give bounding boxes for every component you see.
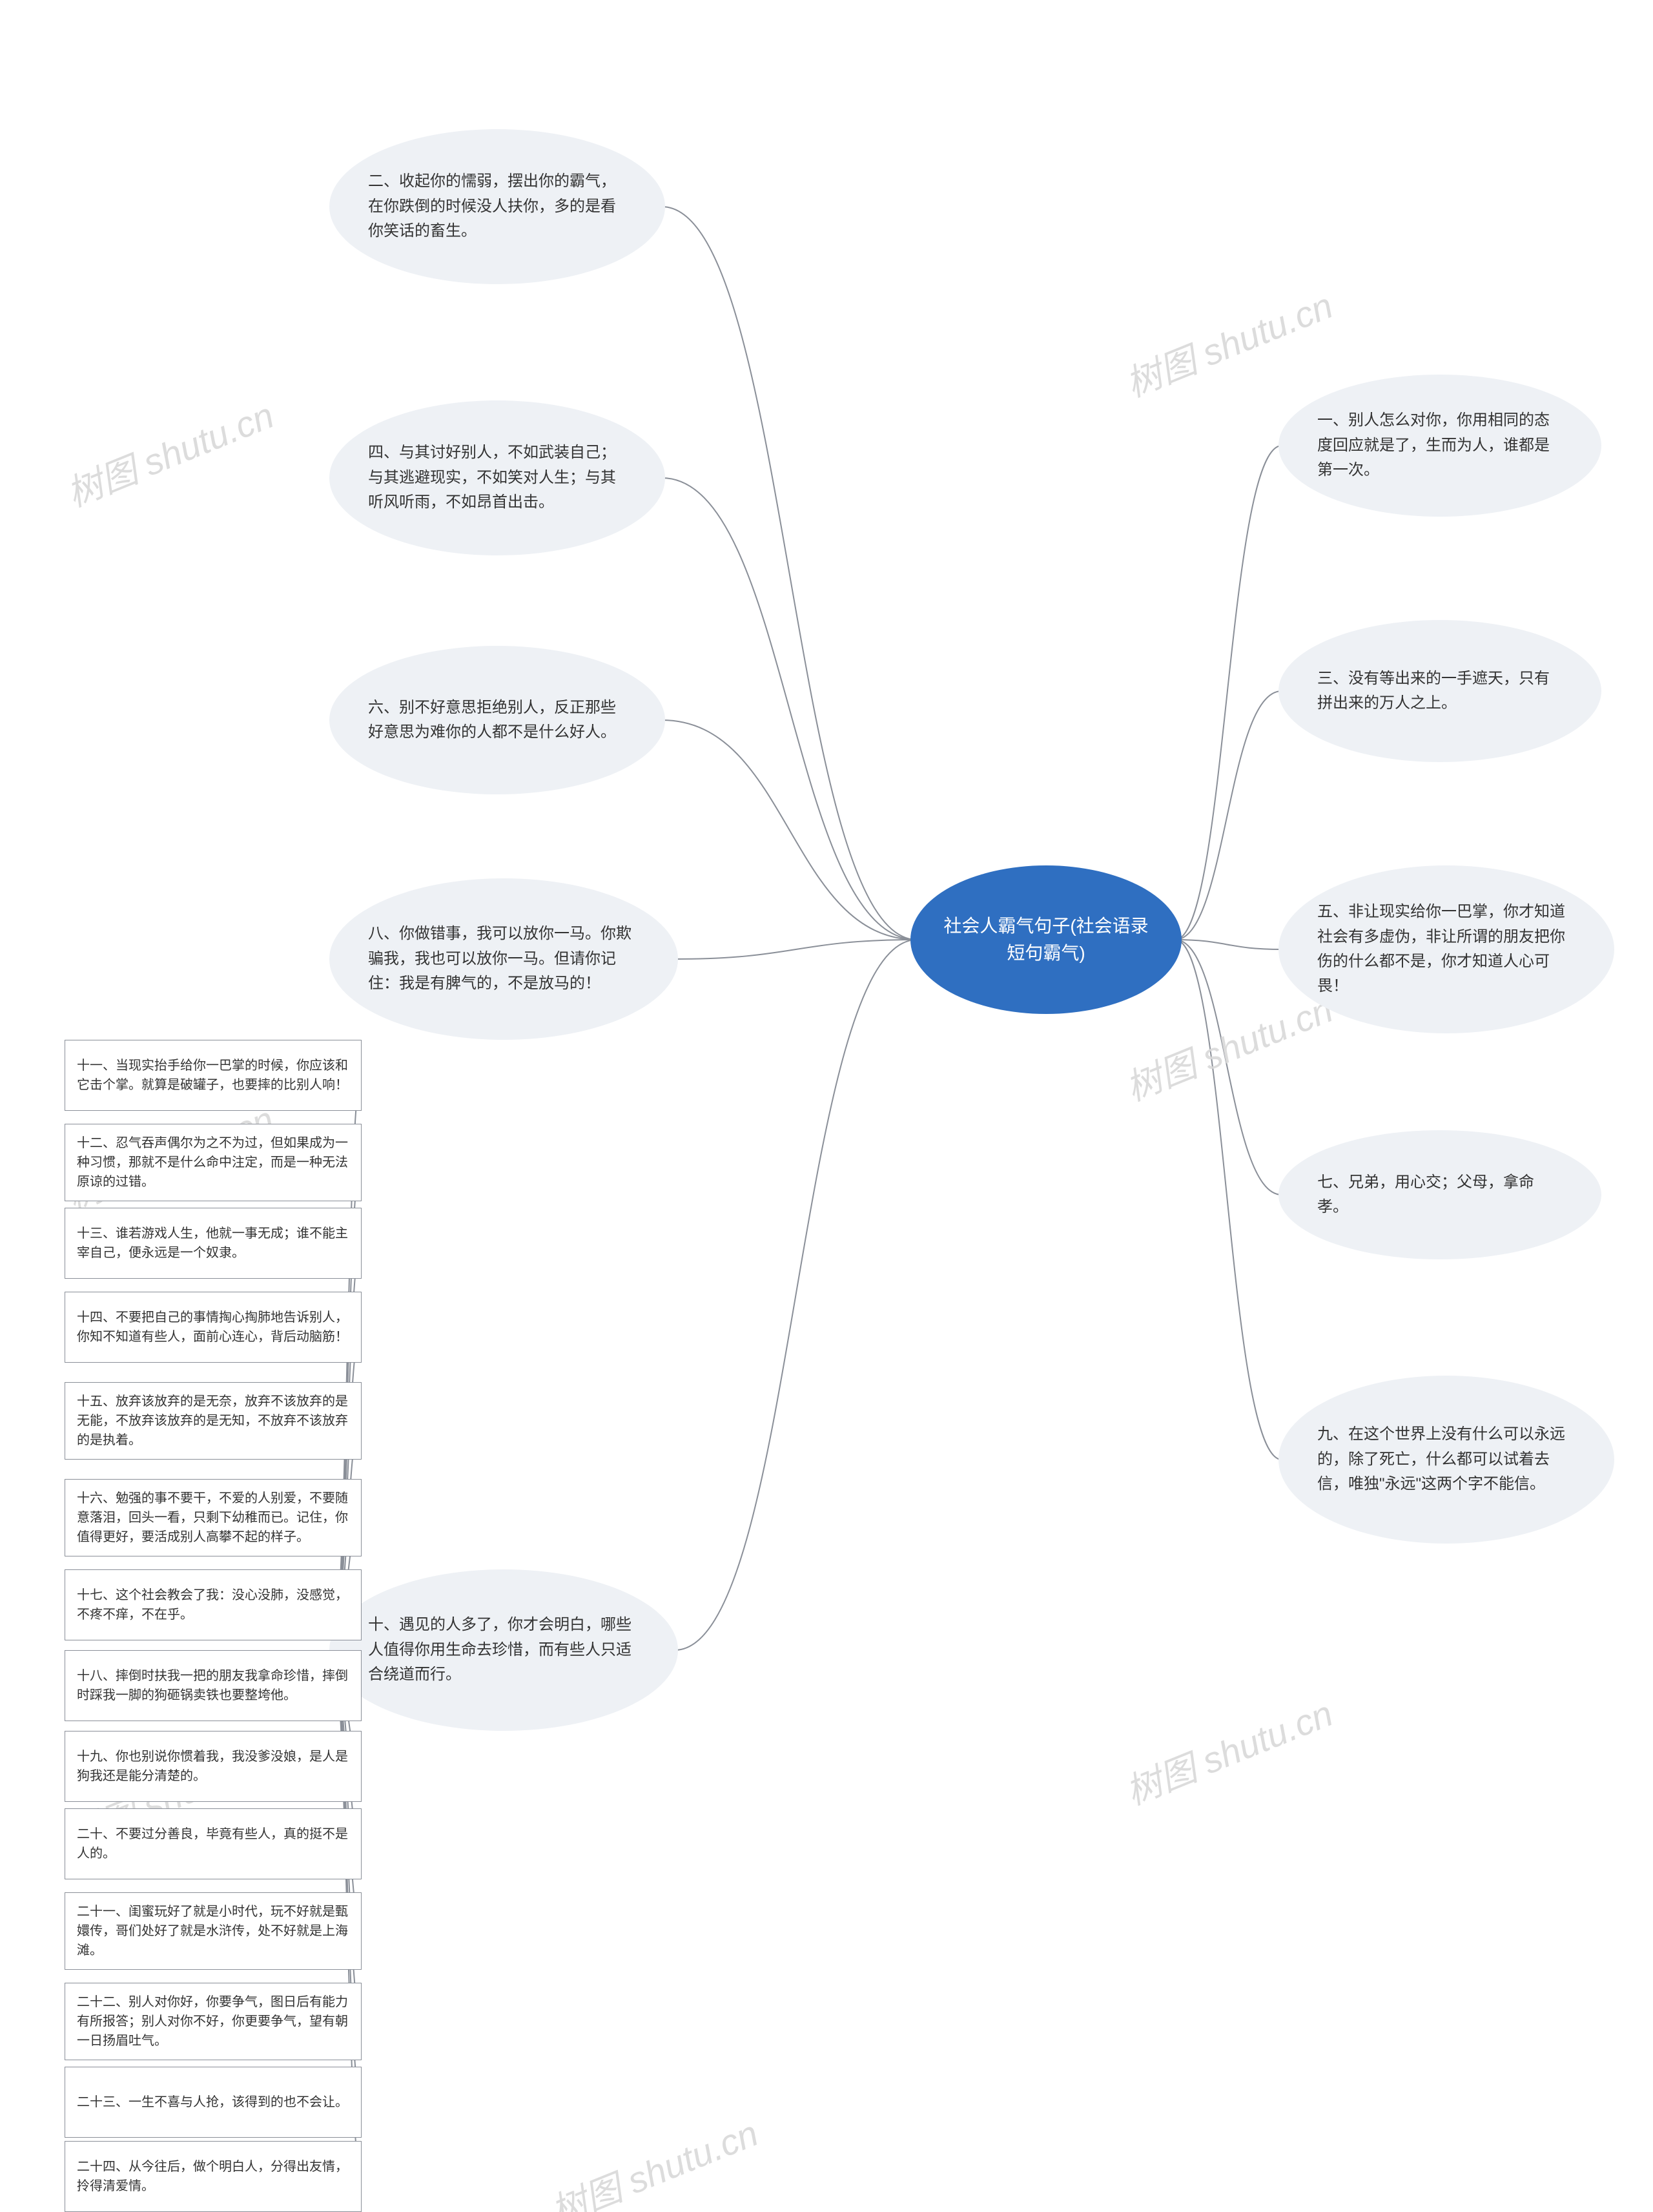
leaf-b12[interactable]: 十二、忍气吞声偶尔为之不为过，但如果成为一种习惯，那就不是什么命中注定，而是一种… <box>65 1124 362 1201</box>
branch-text: 六、别不好意思拒绝别人，反正那些好意思为难你的人都不是什么好人。 <box>368 696 626 745</box>
leaf-text: 十一、当现实抬手给你一巴掌的时候，你应该和它击个掌。就算是破罐子，也要摔的比别人… <box>77 1056 349 1095</box>
branch-text: 八、你做错事，我可以放你一马。你欺骗我，我也可以放你一马。但请你记住：我是有脾气… <box>368 922 639 996</box>
leaf-b13[interactable]: 十三、谁若游戏人生，他就一事无成；谁不能主宰自己，便永远是一个奴隶。 <box>65 1208 362 1279</box>
leaf-text: 十三、谁若游戏人生，他就一事无成；谁不能主宰自己，便永远是一个奴隶。 <box>77 1224 349 1263</box>
branch-text: 二、收起你的懦弱，摆出你的霸气，在你跌倒的时候没人扶你，多的是看你笑话的畜生。 <box>368 169 626 243</box>
branch-r7[interactable]: 七、兄弟，用心交；父母，拿命孝。 <box>1278 1130 1601 1259</box>
watermark: 树图 shutu.cn <box>1117 1685 1340 1815</box>
leaf-b15[interactable]: 十五、放弃该放弃的是无奈，放弃不该放弃的是无能，不放弃该放弃的是无知，不放弃不该… <box>65 1382 362 1460</box>
watermark: 树图 shutu.cn <box>1117 981 1340 1111</box>
branch-text: 五、非让现实给你一巴掌，你才知道社会有多虚伪，非让所谓的朋友把你伤的什么都不是，… <box>1317 900 1576 999</box>
leaf-text: 十二、忍气吞声偶尔为之不为过，但如果成为一种习惯，那就不是什么命中注定，而是一种… <box>77 1133 349 1192</box>
branch-text: 四、与其讨好别人，不如武装自己；与其逃避现实，不如笑对人生；与其听风听雨，不如昂… <box>368 440 626 515</box>
leaf-text: 十九、你也别说你惯着我，我没爹没娘，是人是狗我还是能分清楚的。 <box>77 1747 349 1786</box>
branch-text: 九、在这个世界上没有什么可以永远的，除了死亡，什么都可以试着去信，唯独"永远"这… <box>1317 1422 1576 1496</box>
leaf-b11[interactable]: 十一、当现实抬手给你一巴掌的时候，你应该和它击个掌。就算是破罐子，也要摔的比别人… <box>65 1040 362 1111</box>
leaf-text: 二十三、一生不喜与人抢，该得到的也不会让。 <box>77 2093 348 2112</box>
watermark: 树图 shutu.cn <box>1117 277 1340 408</box>
leaf-b20[interactable]: 二十、不要过分善良，毕竟有些人，真的挺不是人的。 <box>65 1808 362 1879</box>
leaf-text: 二十、不要过分善良，毕竟有些人，真的挺不是人的。 <box>77 1824 349 1863</box>
leaf-text: 十六、勉强的事不要干，不爱的人别爱，不要随意落泪，回头一看，只剩下幼稚而已。记住… <box>77 1489 349 1547</box>
branch-r9[interactable]: 九、在这个世界上没有什么可以永远的，除了死亡，什么都可以试着去信，唯独"永远"这… <box>1278 1376 1614 1544</box>
leaf-text: 二十一、闺蜜玩好了就是小时代，玩不好就是甄嬛传，哥们处好了就是水浒传，处不好就是… <box>77 1902 349 1960</box>
mindmap-canvas: 树图 shutu.cn 树图 shutu.cn 树图 shutu.cn 树图 shut… <box>0 0 1653 2212</box>
leaf-text: 十八、摔倒时扶我一把的朋友我拿命珍惜，摔倒时踩我一脚的狗砸锅卖铁也要整垮他。 <box>77 1666 349 1705</box>
leaf-text: 十四、不要把自己的事情掏心掏肺地告诉别人，你知不知道有些人，面前心连心，背后动脑… <box>77 1308 349 1347</box>
leaf-text: 二十四、从今往后，做个明白人，分得出友情，拎得清爱情。 <box>77 2157 349 2196</box>
branch-r3[interactable]: 三、没有等出来的一手遮天，只有拼出来的万人之上。 <box>1278 620 1601 762</box>
branch-text: 七、兄弟，用心交；父母，拿命孝。 <box>1317 1170 1563 1220</box>
leaf-b21[interactable]: 二十一、闺蜜玩好了就是小时代，玩不好就是甄嬛传，哥们处好了就是水浒传，处不好就是… <box>65 1892 362 1970</box>
leaf-b14[interactable]: 十四、不要把自己的事情掏心掏肺地告诉别人，你知不知道有些人，面前心连心，背后动脑… <box>65 1292 362 1363</box>
leaf-text: 二十二、别人对你好，你要争气，图日后有能力有所报答；别人对你不好，你更要争气，望… <box>77 1992 349 2051</box>
branch-text: 三、没有等出来的一手遮天，只有拼出来的万人之上。 <box>1317 667 1563 716</box>
leaf-b24[interactable]: 二十四、从今往后，做个明白人，分得出友情，拎得清爱情。 <box>65 2141 362 2212</box>
center-topic-text: 社会人霸气句子(社会语录短句霸气) <box>936 913 1156 967</box>
branch-l6[interactable]: 六、别不好意思拒绝别人，反正那些好意思为难你的人都不是什么好人。 <box>329 646 665 794</box>
leaf-text: 十七、这个社会教会了我：没心没肺，没感觉，不疼不痒，不在乎。 <box>77 1586 349 1624</box>
leaf-b17[interactable]: 十七、这个社会教会了我：没心没肺，没感觉，不疼不痒，不在乎。 <box>65 1569 362 1640</box>
center-topic[interactable]: 社会人霸气句子(社会语录短句霸气) <box>910 865 1182 1014</box>
leaf-b22[interactable]: 二十二、别人对你好，你要争气，图日后有能力有所报答；别人对你不好，你更要争气，望… <box>65 1983 362 2060</box>
leaf-b19[interactable]: 十九、你也别说你惯着我，我没爹没娘，是人是狗我还是能分清楚的。 <box>65 1731 362 1802</box>
leaf-b18[interactable]: 十八、摔倒时扶我一把的朋友我拿命珍惜，摔倒时踩我一脚的狗砸锅卖铁也要整垮他。 <box>65 1650 362 1721</box>
branch-r5[interactable]: 五、非让现实给你一巴掌，你才知道社会有多虚伪，非让所谓的朋友把你伤的什么都不是，… <box>1278 865 1614 1033</box>
branch-text: 一、别人怎么对你，你用相同的态度回应就是了，生而为人，谁都是第一次。 <box>1317 408 1563 482</box>
branch-l4[interactable]: 四、与其讨好别人，不如武装自己；与其逃避现实，不如笑对人生；与其听风听雨，不如昂… <box>329 400 665 555</box>
branch-l8[interactable]: 八、你做错事，我可以放你一马。你欺骗我，我也可以放你一马。但请你记住：我是有脾气… <box>329 878 678 1040</box>
leaf-text: 十五、放弃该放弃的是无奈，放弃不该放弃的是无能，不放弃该放弃的是无知，不放弃不该… <box>77 1392 349 1450</box>
leaf-b16[interactable]: 十六、勉强的事不要干，不爱的人别爱，不要随意落泪，回头一看，只剩下幼稚而已。记住… <box>65 1479 362 1556</box>
leaf-b23[interactable]: 二十三、一生不喜与人抢，该得到的也不会让。 <box>65 2067 362 2138</box>
branch-r1[interactable]: 一、别人怎么对你，你用相同的态度回应就是了，生而为人，谁都是第一次。 <box>1278 375 1601 517</box>
watermark: 树图 shutu.cn <box>58 387 281 517</box>
watermark: 树图 shutu.cn <box>542 2105 765 2212</box>
branch-text: 十、遇见的人多了，你才会明白，哪些人值得你用生命去珍惜，而有些人只适合绕道而行。 <box>368 1613 639 1687</box>
branch-l2[interactable]: 二、收起你的懦弱，摆出你的霸气，在你跌倒的时候没人扶你，多的是看你笑话的畜生。 <box>329 129 665 284</box>
branch-l10[interactable]: 十、遇见的人多了，你才会明白，哪些人值得你用生命去珍惜，而有些人只适合绕道而行。 <box>329 1569 678 1731</box>
